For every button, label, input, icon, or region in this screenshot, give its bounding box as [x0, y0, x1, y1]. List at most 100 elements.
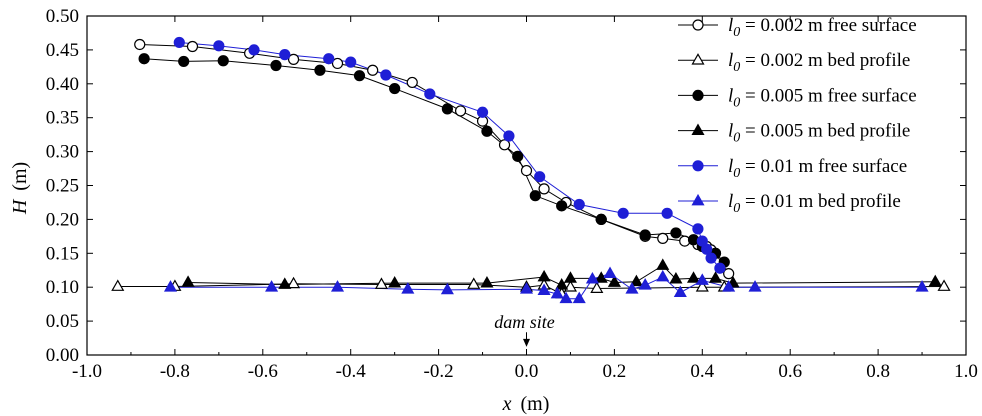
data-point-circle — [441, 103, 453, 115]
data-point-circle — [705, 252, 717, 264]
data-point-circle — [639, 229, 651, 241]
legend-item: l0 = 0.005 m free surface — [678, 85, 917, 110]
data-point-circle — [573, 198, 585, 211]
y-axis-symbol: H — [9, 198, 31, 215]
data-point-circle — [723, 268, 735, 280]
data-point-triangle — [563, 280, 577, 292]
data-point-circle — [692, 223, 704, 235]
legend-subscript: 0 — [733, 60, 740, 75]
data-point-circle — [481, 125, 493, 137]
legend-rest: = 0.005 m bed profile — [740, 121, 910, 142]
data-point-circle — [213, 40, 225, 52]
data-point-triangle — [111, 279, 125, 291]
data-point-triangle — [585, 271, 599, 284]
legend-symbol: l — [728, 15, 733, 36]
data-point-triangle — [915, 280, 929, 292]
legend-rest: = 0.005 m free surface — [740, 85, 916, 106]
data-point-circle — [534, 171, 546, 183]
series-markers-group — [111, 36, 951, 304]
data-point-triangle — [265, 280, 279, 292]
x-tick-label: -0.8 — [160, 361, 190, 382]
data-point-triangle — [480, 276, 494, 288]
data-point-circle — [217, 55, 229, 67]
data-point-circle — [270, 59, 282, 72]
x-tick-label: -0.2 — [424, 361, 454, 382]
legend-rest: = 0.01 m free surface — [740, 156, 907, 177]
x-tick-label: 0.6 — [778, 361, 802, 382]
data-point-triangle — [374, 277, 389, 289]
data-point-circle — [331, 57, 344, 70]
data-point-circle — [138, 53, 150, 65]
legend-subscript: 0 — [733, 166, 740, 181]
y-axis-unit: (m) — [9, 162, 31, 191]
data-point-circle — [287, 53, 300, 65]
data-point-triangle — [656, 258, 670, 270]
data-point-circle — [353, 70, 366, 82]
legend-rest: = 0.01 m bed profile — [740, 191, 901, 212]
x-tick-label: -1.0 — [72, 361, 102, 382]
legend-label: l0 = 0.005 m bed profile — [728, 121, 910, 146]
data-point-triangle — [287, 276, 301, 289]
data-point-circle — [670, 227, 682, 239]
x-tick-label: 0.0 — [515, 361, 539, 382]
x-tick-label: 0.8 — [866, 361, 890, 382]
x-axis-title: x (m) — [502, 393, 550, 415]
data-point-circle — [512, 150, 524, 162]
series-line — [144, 58, 725, 263]
data-point-circle — [424, 88, 436, 100]
y-tick-label: 0.05 — [46, 311, 79, 332]
data-point-triangle — [467, 277, 481, 289]
legend-symbol: l — [728, 50, 733, 71]
dam-site-arrow-head — [523, 338, 530, 347]
x-axis-unit: (m) — [521, 393, 550, 415]
data-point-triangle — [550, 286, 564, 299]
data-point-triangle — [440, 282, 454, 295]
data-point-circle — [173, 36, 185, 49]
legend-symbol: l — [728, 156, 733, 177]
data-point-circle — [345, 56, 357, 68]
data-point-triangle — [559, 291, 573, 304]
data-point-circle — [279, 49, 291, 61]
y-axis-title: H (m) — [9, 162, 31, 215]
legend-item: l0 = 0.005 m bed profile — [678, 121, 910, 146]
data-point-circle — [692, 19, 704, 31]
data-point-triangle — [603, 266, 617, 279]
data-point-triangle — [388, 276, 402, 288]
legend-rest: = 0.002 m free surface — [740, 15, 916, 36]
legend-subscript: 0 — [733, 131, 740, 146]
legend-symbol: l — [728, 191, 733, 212]
data-point-triangle — [590, 281, 604, 293]
series-line — [139, 43, 730, 274]
data-point-circle — [538, 183, 550, 195]
y-tick-label: 0.10 — [46, 277, 79, 298]
data-point-triangle — [163, 280, 178, 292]
y-tick-label: 0.00 — [46, 345, 79, 366]
data-point-triangle — [607, 275, 621, 287]
data-point-triangle — [669, 271, 683, 284]
data-point-triangle — [555, 278, 569, 290]
data-point-circle — [701, 243, 713, 255]
data-point-circle — [314, 64, 326, 76]
data-point-triangle — [638, 278, 652, 290]
data-point-triangle — [695, 280, 709, 292]
legend-label: l0 = 0.005 m free surface — [728, 85, 917, 110]
data-point-circle — [520, 164, 533, 177]
data-point-circle — [186, 40, 199, 53]
data-point-triangle — [695, 273, 709, 285]
data-point-circle — [714, 262, 726, 274]
data-point-triangle — [686, 271, 701, 283]
data-point-triangle — [330, 280, 345, 292]
axes-group: -1.0 -0.8 -0.6 -0.4 -0.2 0.0 0.2 0.4 0.6 0.8 1.0 0.… — [46, 6, 978, 382]
legend-item: l0 = 0.01 m bed profile — [678, 191, 901, 216]
y-tick-label: 0.35 — [46, 108, 79, 129]
data-point-circle — [692, 89, 704, 102]
legend-rest: = 0.002 m bed profile — [740, 50, 910, 71]
x-tick-label: -0.4 — [336, 361, 367, 382]
data-point-circle — [406, 76, 418, 89]
annotation-group: dam site — [494, 312, 555, 347]
y-tick-label: 0.40 — [46, 74, 79, 95]
y-tick-label: 0.50 — [46, 6, 79, 27]
data-point-triangle — [691, 193, 705, 206]
legend-item: l0 = 0.002 m bed profile — [678, 50, 910, 75]
